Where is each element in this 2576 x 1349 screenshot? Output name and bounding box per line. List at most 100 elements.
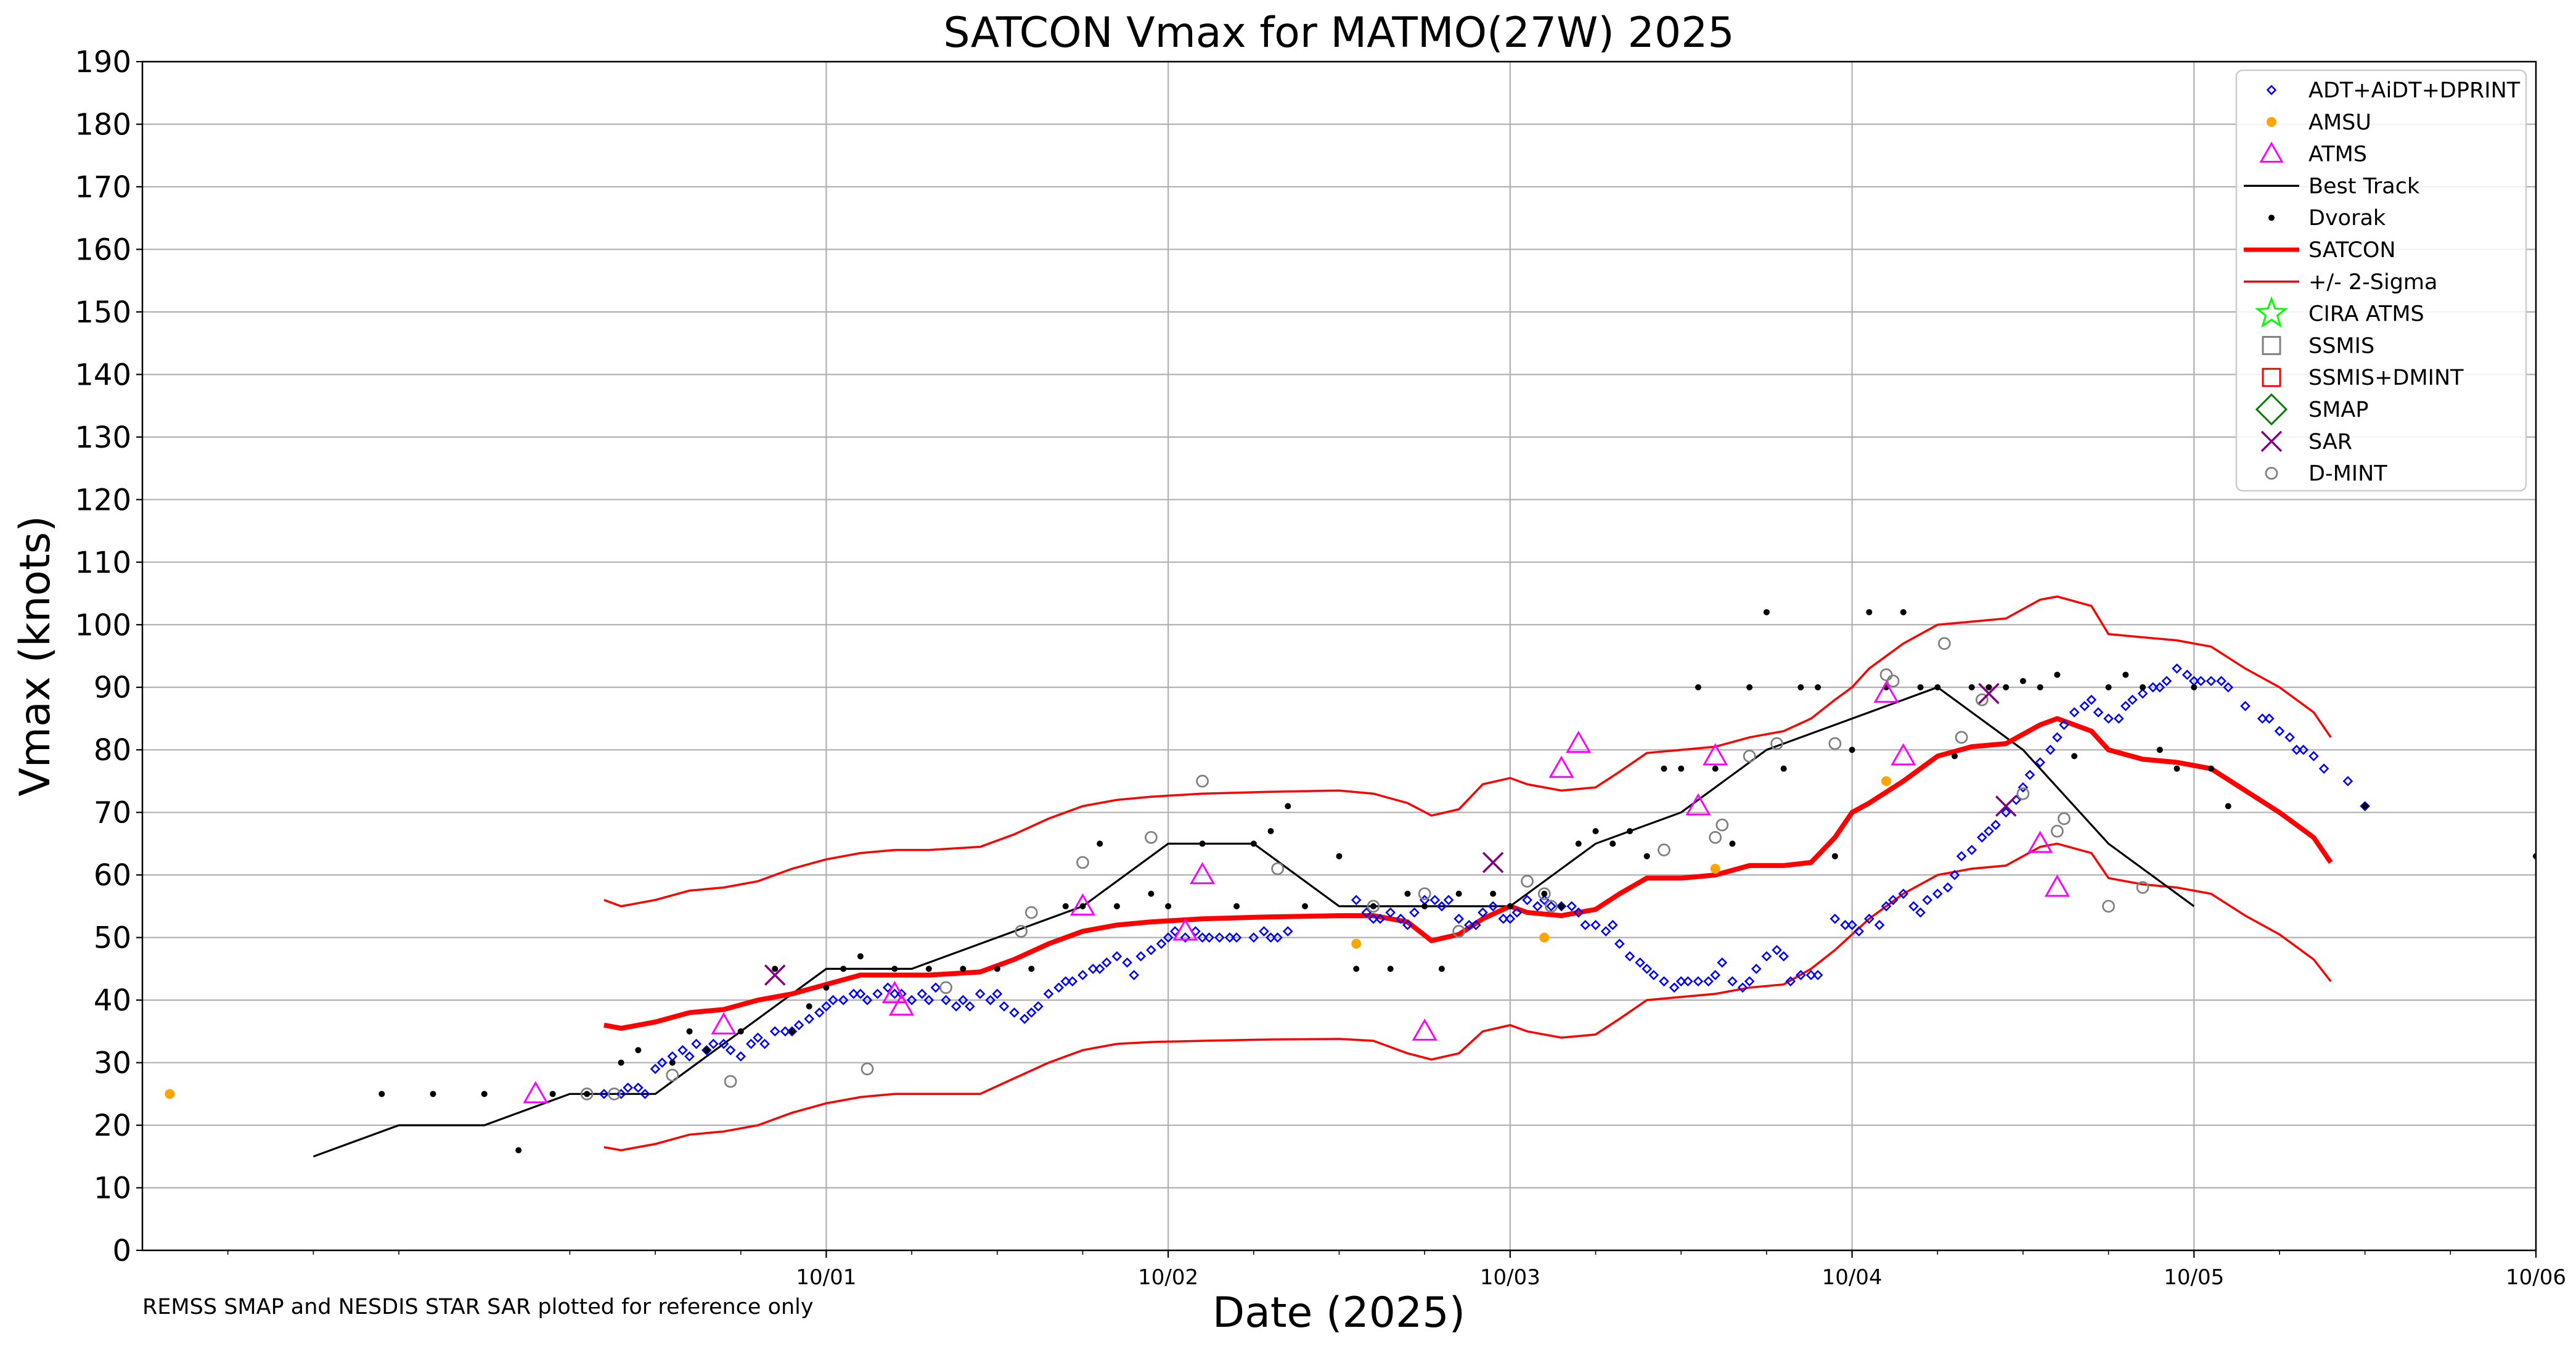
adt-point bbox=[992, 988, 1003, 999]
adt-point bbox=[1812, 970, 1823, 980]
adt-point bbox=[1830, 913, 1841, 924]
dmint-point bbox=[1715, 818, 1729, 832]
adt-point bbox=[1874, 919, 1885, 930]
adt-point bbox=[1854, 926, 1865, 937]
adt-point bbox=[1231, 932, 1242, 943]
dvorak-point bbox=[925, 966, 932, 972]
adt-point bbox=[1214, 932, 1225, 943]
dmint-point bbox=[580, 1087, 594, 1101]
adt-point bbox=[2181, 670, 2193, 680]
dmint-point bbox=[1955, 731, 1968, 744]
adt-point bbox=[1744, 976, 1755, 987]
adt-point bbox=[930, 982, 941, 993]
adt-point bbox=[746, 1038, 756, 1049]
adt-point bbox=[1703, 976, 1714, 987]
dvorak-point bbox=[1028, 966, 1035, 972]
adt-point bbox=[1984, 826, 1994, 837]
dvorak-point bbox=[1199, 840, 1206, 847]
adt-point bbox=[616, 1088, 626, 1099]
dmint-point bbox=[1367, 900, 1380, 913]
adt-point bbox=[1087, 964, 1098, 974]
dmint-point bbox=[1658, 843, 1670, 856]
adt-point bbox=[1922, 895, 1932, 906]
legend-item-ssmis: SSMIS bbox=[2262, 334, 2374, 358]
adt-point bbox=[1761, 951, 1772, 962]
dvorak-point bbox=[515, 1147, 522, 1154]
dvorak-point bbox=[549, 1091, 556, 1097]
legend-label-sar: SAR bbox=[2308, 430, 2352, 454]
dmint-point bbox=[1452, 925, 1466, 938]
y-axis-label: Vmax (knots) bbox=[11, 515, 60, 797]
dmint-point bbox=[666, 1068, 679, 1082]
y-tick-label: 130 bbox=[75, 420, 131, 455]
adt-point bbox=[2161, 676, 2172, 686]
y-tick-label: 150 bbox=[75, 295, 131, 330]
legend-label-amsu: AMSU bbox=[2308, 110, 2371, 135]
adt-point bbox=[2137, 688, 2148, 699]
adt-point bbox=[1590, 919, 1601, 930]
adt-point bbox=[691, 1038, 701, 1049]
adt-point bbox=[2223, 682, 2234, 693]
adt-point bbox=[1659, 976, 1669, 987]
adt-point bbox=[2000, 807, 2011, 818]
adt-point bbox=[965, 1001, 975, 1012]
legend-label-adt: ADT+AiDT+DPRINT bbox=[2308, 78, 2521, 103]
adt-point bbox=[1887, 895, 1899, 906]
dvorak-point bbox=[2037, 684, 2043, 691]
y-tick-label: 190 bbox=[75, 45, 131, 80]
y-tick-label: 30 bbox=[94, 1046, 131, 1081]
adt-point bbox=[1751, 964, 1762, 974]
adt-point bbox=[2024, 769, 2035, 781]
dvorak-point bbox=[1985, 684, 1992, 691]
adt-point bbox=[1043, 988, 1054, 999]
adt-point bbox=[1785, 976, 1796, 987]
adt-point bbox=[1248, 932, 1259, 943]
adt-point bbox=[718, 1038, 729, 1049]
atms-point bbox=[1069, 893, 1096, 916]
dvorak-point bbox=[669, 1059, 676, 1066]
dvorak-point bbox=[1917, 684, 1924, 691]
adt-point bbox=[1898, 888, 1909, 899]
adt-point bbox=[1272, 932, 1283, 943]
dvorak-point bbox=[1421, 903, 1428, 909]
legend-label-satcon: SATCON bbox=[2308, 238, 2396, 263]
sigma-lower-line bbox=[603, 842, 2332, 1152]
adt-point bbox=[2148, 682, 2159, 693]
adt-point bbox=[2018, 782, 2029, 793]
adt-point bbox=[975, 988, 986, 999]
y-tick-label: 110 bbox=[75, 546, 131, 580]
legend-label-dvorak: Dvorak bbox=[2308, 206, 2386, 231]
dmint-point bbox=[1521, 874, 1534, 888]
adt-point bbox=[2291, 744, 2302, 755]
legend-label-sigma: +/- 2-Sigma bbox=[2308, 270, 2437, 295]
adt-point bbox=[1915, 907, 1926, 918]
dvorak-point bbox=[1387, 966, 1394, 972]
adt-point bbox=[1396, 913, 1406, 924]
adt-point bbox=[1077, 970, 1088, 980]
adt-point bbox=[1094, 964, 1105, 974]
adt-point bbox=[725, 1044, 736, 1056]
dvorak-point bbox=[994, 966, 1000, 972]
dvorak-point bbox=[2191, 684, 2198, 691]
atms-point bbox=[1685, 793, 1711, 816]
y-tick-label: 160 bbox=[75, 232, 131, 267]
adt-point bbox=[708, 1038, 719, 1049]
adt-point bbox=[1881, 901, 1892, 912]
adt-point bbox=[1033, 1001, 1044, 1012]
adt-point bbox=[889, 988, 900, 999]
dvorak-point bbox=[2208, 765, 2215, 772]
adt-point bbox=[2298, 744, 2309, 755]
dvorak-point bbox=[840, 966, 847, 972]
adt-point bbox=[1135, 951, 1147, 962]
y-tick-label: 40 bbox=[94, 983, 131, 1018]
adt-point bbox=[1977, 832, 1987, 843]
dmint-point bbox=[1743, 749, 1756, 763]
dvorak-point bbox=[1370, 903, 1376, 909]
dvorak-point bbox=[1763, 609, 1770, 615]
adt-point bbox=[2196, 676, 2206, 686]
dvorak-point bbox=[1627, 828, 1634, 835]
dvorak-point bbox=[618, 1059, 624, 1066]
adt-point bbox=[1498, 913, 1509, 924]
